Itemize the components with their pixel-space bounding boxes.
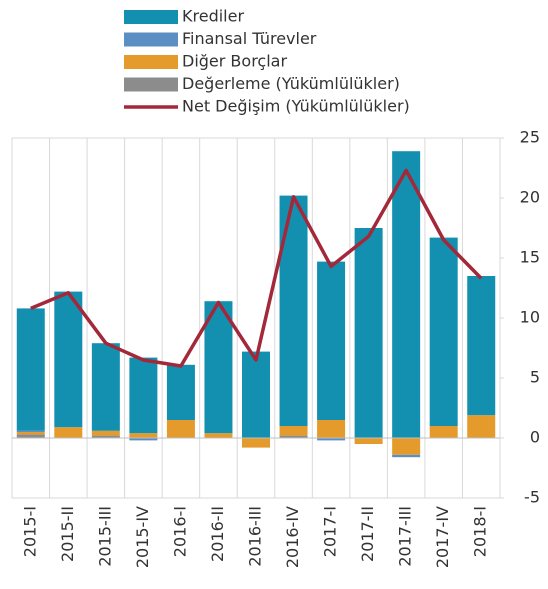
- bar: [317, 438, 346, 441]
- x-tick-label: 2018-I: [471, 506, 490, 557]
- legend-label: Diğer Borçlar: [182, 52, 287, 71]
- legend-swatch: [124, 55, 178, 69]
- x-tick-label: 2015-I: [20, 506, 39, 557]
- x-tick-label: 2017-I: [321, 506, 340, 557]
- bar: [317, 420, 346, 438]
- bar: [166, 364, 195, 420]
- bar: [129, 438, 158, 441]
- x-tick-label: 2016-III: [246, 506, 265, 567]
- x-tick-label: 2017-III: [396, 506, 415, 567]
- bar: [204, 301, 233, 434]
- x-tick-label: 2017-II: [358, 506, 377, 562]
- x-tick-label: 2016-IV: [283, 506, 302, 568]
- bar: [279, 195, 308, 426]
- bar: [354, 228, 383, 438]
- legend-swatch: [124, 32, 178, 47]
- y-tick-label: 5: [530, 368, 540, 387]
- y-tick-label: 15: [520, 248, 540, 267]
- legend-swatch: [124, 10, 178, 24]
- x-tick-label: 2015-II: [58, 506, 77, 562]
- bar: [467, 276, 496, 416]
- bar: [429, 426, 458, 438]
- bar: [204, 433, 233, 438]
- bar: [16, 308, 45, 431]
- x-tick-label: 2017-IV: [433, 506, 452, 568]
- y-tick-label: 20: [520, 188, 540, 207]
- bar: [16, 430, 45, 432]
- bar: [392, 454, 421, 458]
- x-tick-label: 2016-I: [170, 506, 189, 557]
- legend-label: Değerleme (Yükümlülükler): [182, 74, 400, 93]
- y-tick-label: 25: [520, 128, 540, 147]
- legend-label: Krediler: [182, 7, 244, 26]
- bar: [354, 438, 383, 444]
- bar: [91, 435, 120, 438]
- bar: [166, 420, 195, 438]
- legend-label: Finansal Türevler: [182, 29, 317, 48]
- bar: [279, 426, 308, 436]
- bar: [129, 357, 158, 434]
- bar: [392, 438, 421, 455]
- bar: [392, 151, 421, 438]
- bar: [242, 438, 270, 448]
- y-tick-label: 10: [520, 308, 540, 327]
- y-tick-label: -5: [524, 488, 540, 507]
- bar: [91, 430, 120, 436]
- bar: [91, 343, 120, 431]
- bar: [129, 433, 158, 438]
- bar: [54, 427, 83, 438]
- legend-label: Net Değişim (Yükümlülükler): [182, 97, 410, 116]
- bar: [317, 261, 346, 420]
- x-tick-label: 2016-II: [208, 506, 227, 562]
- x-tick-label: 2015-IV: [133, 506, 152, 568]
- bar: [16, 432, 45, 435]
- bar: [16, 434, 45, 438]
- line: [30, 168, 483, 368]
- legend-swatch: [124, 77, 178, 92]
- bar: [467, 415, 496, 438]
- bar: [279, 435, 308, 438]
- y-tick-label: 0: [530, 428, 540, 447]
- bar: [54, 291, 83, 428]
- x-tick-label: 2015-III: [95, 506, 114, 567]
- bar: [429, 237, 458, 426]
- bar: [242, 351, 270, 438]
